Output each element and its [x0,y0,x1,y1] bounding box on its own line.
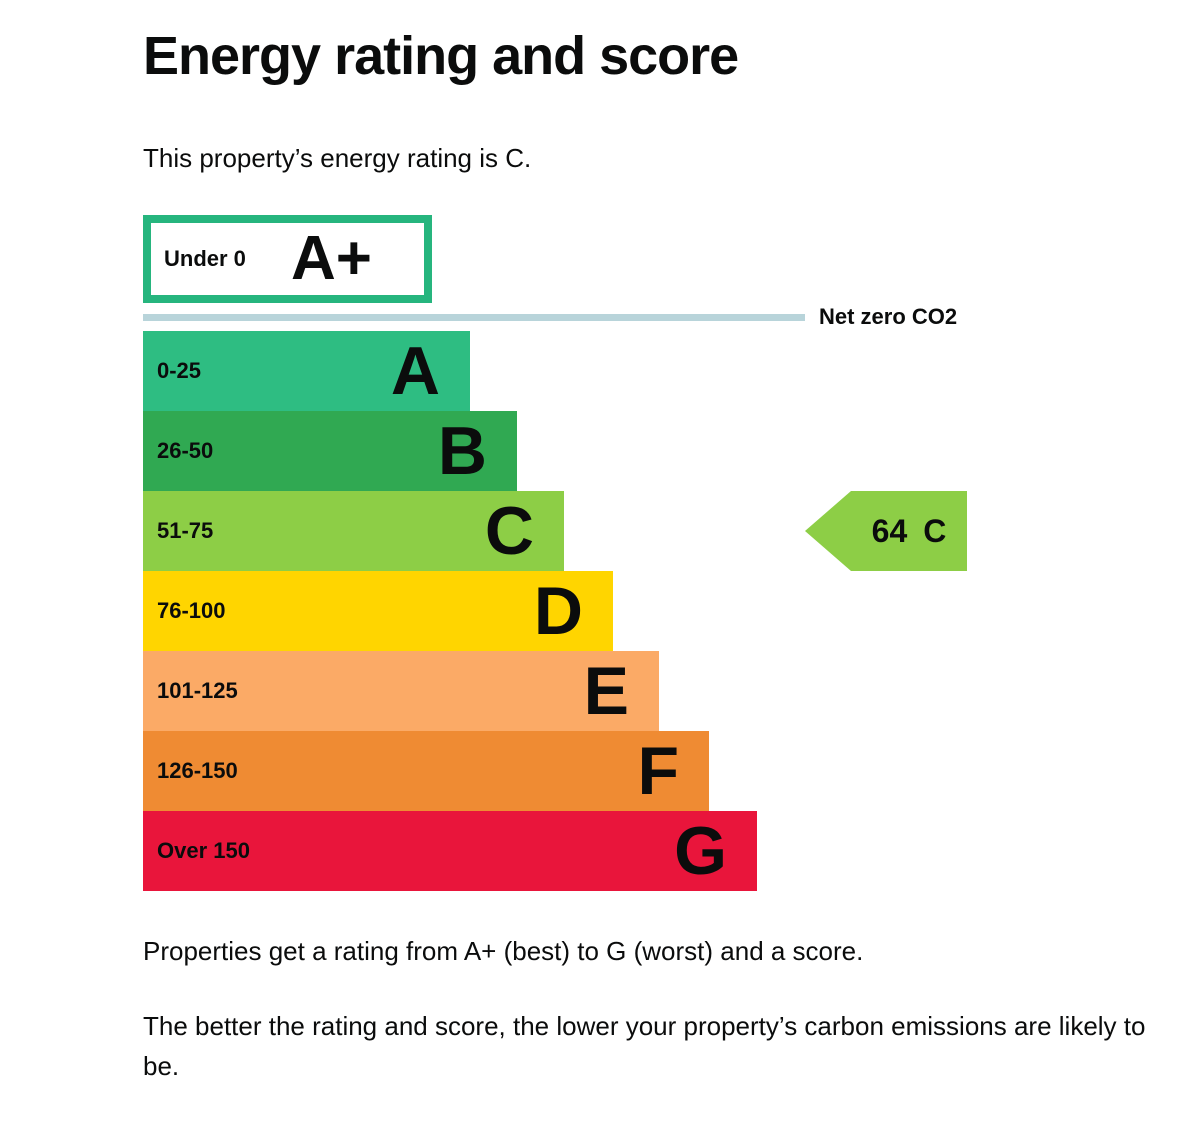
band-e-letter: E [583,653,629,729]
band-f-letter: F [637,733,679,809]
rating-arrow-shape [805,491,967,571]
band-e: 101-125 E [143,651,659,731]
score-explanation: The better the rating and score, the low… [143,1011,1146,1081]
band-a-letter: A [390,333,440,409]
band-e-range: 101-125 [157,678,238,703]
band-g-range: Over 150 [157,838,250,863]
band-b: 26-50 B [143,411,517,491]
band-c-letter: C [484,493,534,569]
band-a-range: 0-25 [157,358,202,383]
band-c-range: 51-75 [157,518,214,543]
energy-rating-chart: Under 0 A+ Net zero CO2 0-25 A 26-50 B 5… [143,215,1160,891]
rating-summary: This property’s energy rating is C. [143,143,532,173]
band-g: Over 150 G [143,811,757,891]
current-rating-band: C [923,512,947,549]
page-title: Energy rating and score [143,26,739,86]
current-rating-arrow: 64 C [805,491,967,571]
band-g-letter: G [674,813,727,889]
band-c: 51-75 C 64 C [143,491,967,571]
band-f-range: 126-150 [157,758,238,783]
rating-bands: 0-25 A 26-50 B 51-75 C 64 C [143,331,1160,891]
band-a: 0-25 A [143,331,470,411]
net-zero-label: Net zero CO2 [819,304,958,329]
band-d-range: 76-100 [157,598,226,623]
band-d-letter: D [533,573,583,649]
current-rating-score: 64 [871,512,908,549]
band-a-plus: Under 0 A+ [143,215,432,303]
rating-explanation: Properties get a rating from A+ (best) t… [143,936,864,966]
net-zero-row: Net zero CO2 [143,304,1160,329]
band-b-range: 26-50 [157,438,214,463]
net-zero-line [143,313,805,321]
band-a-plus-range: Under 0 [164,246,246,271]
band-b-letter: B [437,413,487,489]
current-rating-value: 64 C [851,491,967,571]
epc-page: Energy rating and score This property’s … [0,26,1200,1086]
band-a-plus-letter: A+ [291,224,372,293]
band-d: 76-100 D [143,571,613,651]
band-f: 126-150 F [143,731,709,811]
